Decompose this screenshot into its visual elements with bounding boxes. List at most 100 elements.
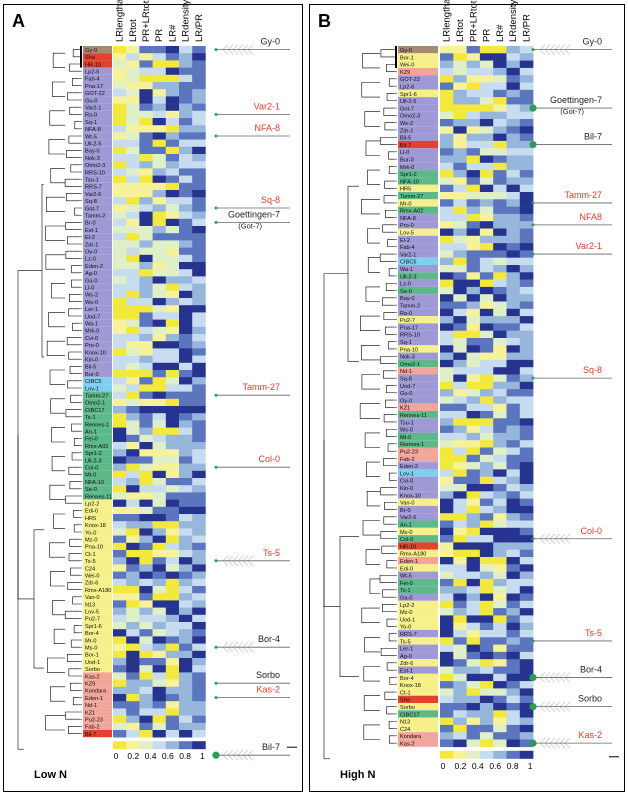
heatmap-cell [179, 355, 193, 364]
heatmap-cell [192, 168, 206, 176]
heatmap-cell [519, 593, 534, 602]
heatmap-cell [192, 240, 206, 248]
heatmap-cell [453, 484, 467, 492]
accession-label-bg [83, 643, 112, 651]
heatmap-cell [165, 254, 180, 263]
heatmap-cell [126, 139, 140, 148]
heatmap-cell [126, 125, 140, 133]
heatmap-cell [519, 170, 534, 178]
accession-label: Lz-0 [85, 257, 96, 263]
heatmap-cell [440, 250, 454, 258]
heatmap-cell [479, 184, 494, 193]
accession-label-bg [398, 418, 438, 426]
heatmap-cell [440, 418, 454, 426]
heatmap-cell [126, 384, 140, 392]
accession-label-bg [83, 398, 112, 406]
heatmap-cell [440, 352, 454, 361]
heatmap-cell [453, 199, 467, 207]
heatmap-cell [152, 686, 167, 695]
heatmap-cell [466, 703, 481, 711]
heatmap-cell [165, 521, 180, 529]
root-dot [529, 104, 537, 112]
heatmap-cell [152, 211, 167, 220]
accession-label-bg [83, 542, 112, 550]
heatmap-cell [126, 398, 140, 407]
heatmap-cell [466, 447, 481, 456]
heatmap-cell [453, 593, 467, 602]
heatmap-cell [466, 432, 481, 441]
heatmap-cell [506, 46, 521, 54]
heatmap-cell [113, 53, 127, 61]
root-sketch-lateral [559, 677, 566, 683]
annotation-label: Sorbo [578, 694, 602, 704]
heatmap-cell [113, 269, 127, 277]
accession-label-bg [83, 132, 112, 140]
heatmap-cell [139, 557, 153, 565]
legend-tick: 0.6 [162, 751, 174, 761]
root-sketch-lateral [549, 677, 556, 683]
heatmap-cell [139, 74, 153, 83]
heatmap-cell [139, 46, 153, 54]
accession-label: Ct-1 [85, 552, 96, 558]
accession-label: Br-0 [400, 508, 411, 514]
heatmap-cell [519, 600, 534, 609]
heatmap-cell [113, 542, 127, 551]
heatmap-cell [453, 476, 467, 485]
heatmap-cell [440, 60, 454, 69]
heatmap-cell [440, 462, 454, 470]
accession-label: CIBC5 [400, 260, 416, 266]
heatmap-cell [179, 154, 193, 162]
heatmap-cell [506, 228, 521, 237]
heatmap-cell [440, 338, 454, 346]
heatmap-cell [152, 247, 167, 256]
root-sketch-lateral [559, 49, 566, 55]
accession-label-bg [398, 104, 438, 112]
heatmap-cell [440, 67, 454, 76]
root-dot [214, 696, 218, 700]
heatmap-cell [113, 636, 127, 644]
root-sketch-lateral [232, 560, 239, 566]
heatmap-cell [506, 133, 521, 142]
heatmap-cell [126, 564, 140, 572]
heatmap-cell [179, 67, 193, 76]
dendrogram-branch [51, 456, 65, 472]
dendrogram-branch [49, 484, 65, 500]
heatmap-cell [126, 226, 140, 234]
heatmap-cell [113, 82, 127, 90]
heatmap-cell [192, 384, 206, 392]
root-sketch-lateral [564, 672, 571, 678]
heatmap-cell [479, 484, 494, 492]
heatmap-cell [165, 658, 180, 666]
dendrogram-branch [367, 169, 380, 185]
heatmap-cell [506, 381, 521, 390]
heatmap-cell [139, 283, 153, 292]
heatmap-cell [453, 192, 467, 200]
accession-label: Ler-1 [400, 647, 413, 653]
dendrogram-branch [45, 225, 65, 241]
heatmap-cell [493, 600, 507, 609]
heatmap-cell [506, 447, 521, 456]
heatmap-cell [192, 442, 206, 450]
heatmap-cell [165, 427, 180, 436]
dendrogram-branch [52, 52, 65, 68]
dendrogram-branch [72, 322, 79, 331]
accession-label-bg [83, 686, 112, 694]
heatmap-cell [192, 665, 206, 673]
heatmap-cell [152, 334, 167, 342]
annotation-label: Bil-7 [262, 742, 280, 752]
heatmap-cell [493, 630, 507, 638]
accession-label-bg [83, 478, 112, 486]
heatmap-cell [453, 644, 467, 653]
heatmap-cell [440, 206, 454, 215]
heatmap-cell [165, 46, 180, 54]
heatmap-cell [440, 505, 454, 514]
accession-label: Zdr-6 [85, 581, 98, 587]
heatmap-cell [440, 323, 454, 331]
heatmap-cell [139, 334, 153, 342]
accession-label: Cvi-0 [85, 336, 98, 342]
dendrogram-branch [68, 726, 79, 734]
heatmap-cell [165, 578, 180, 587]
heatmap-cell [192, 190, 206, 198]
accession-label: C24 [85, 566, 95, 572]
heatmap-cell [139, 586, 153, 594]
